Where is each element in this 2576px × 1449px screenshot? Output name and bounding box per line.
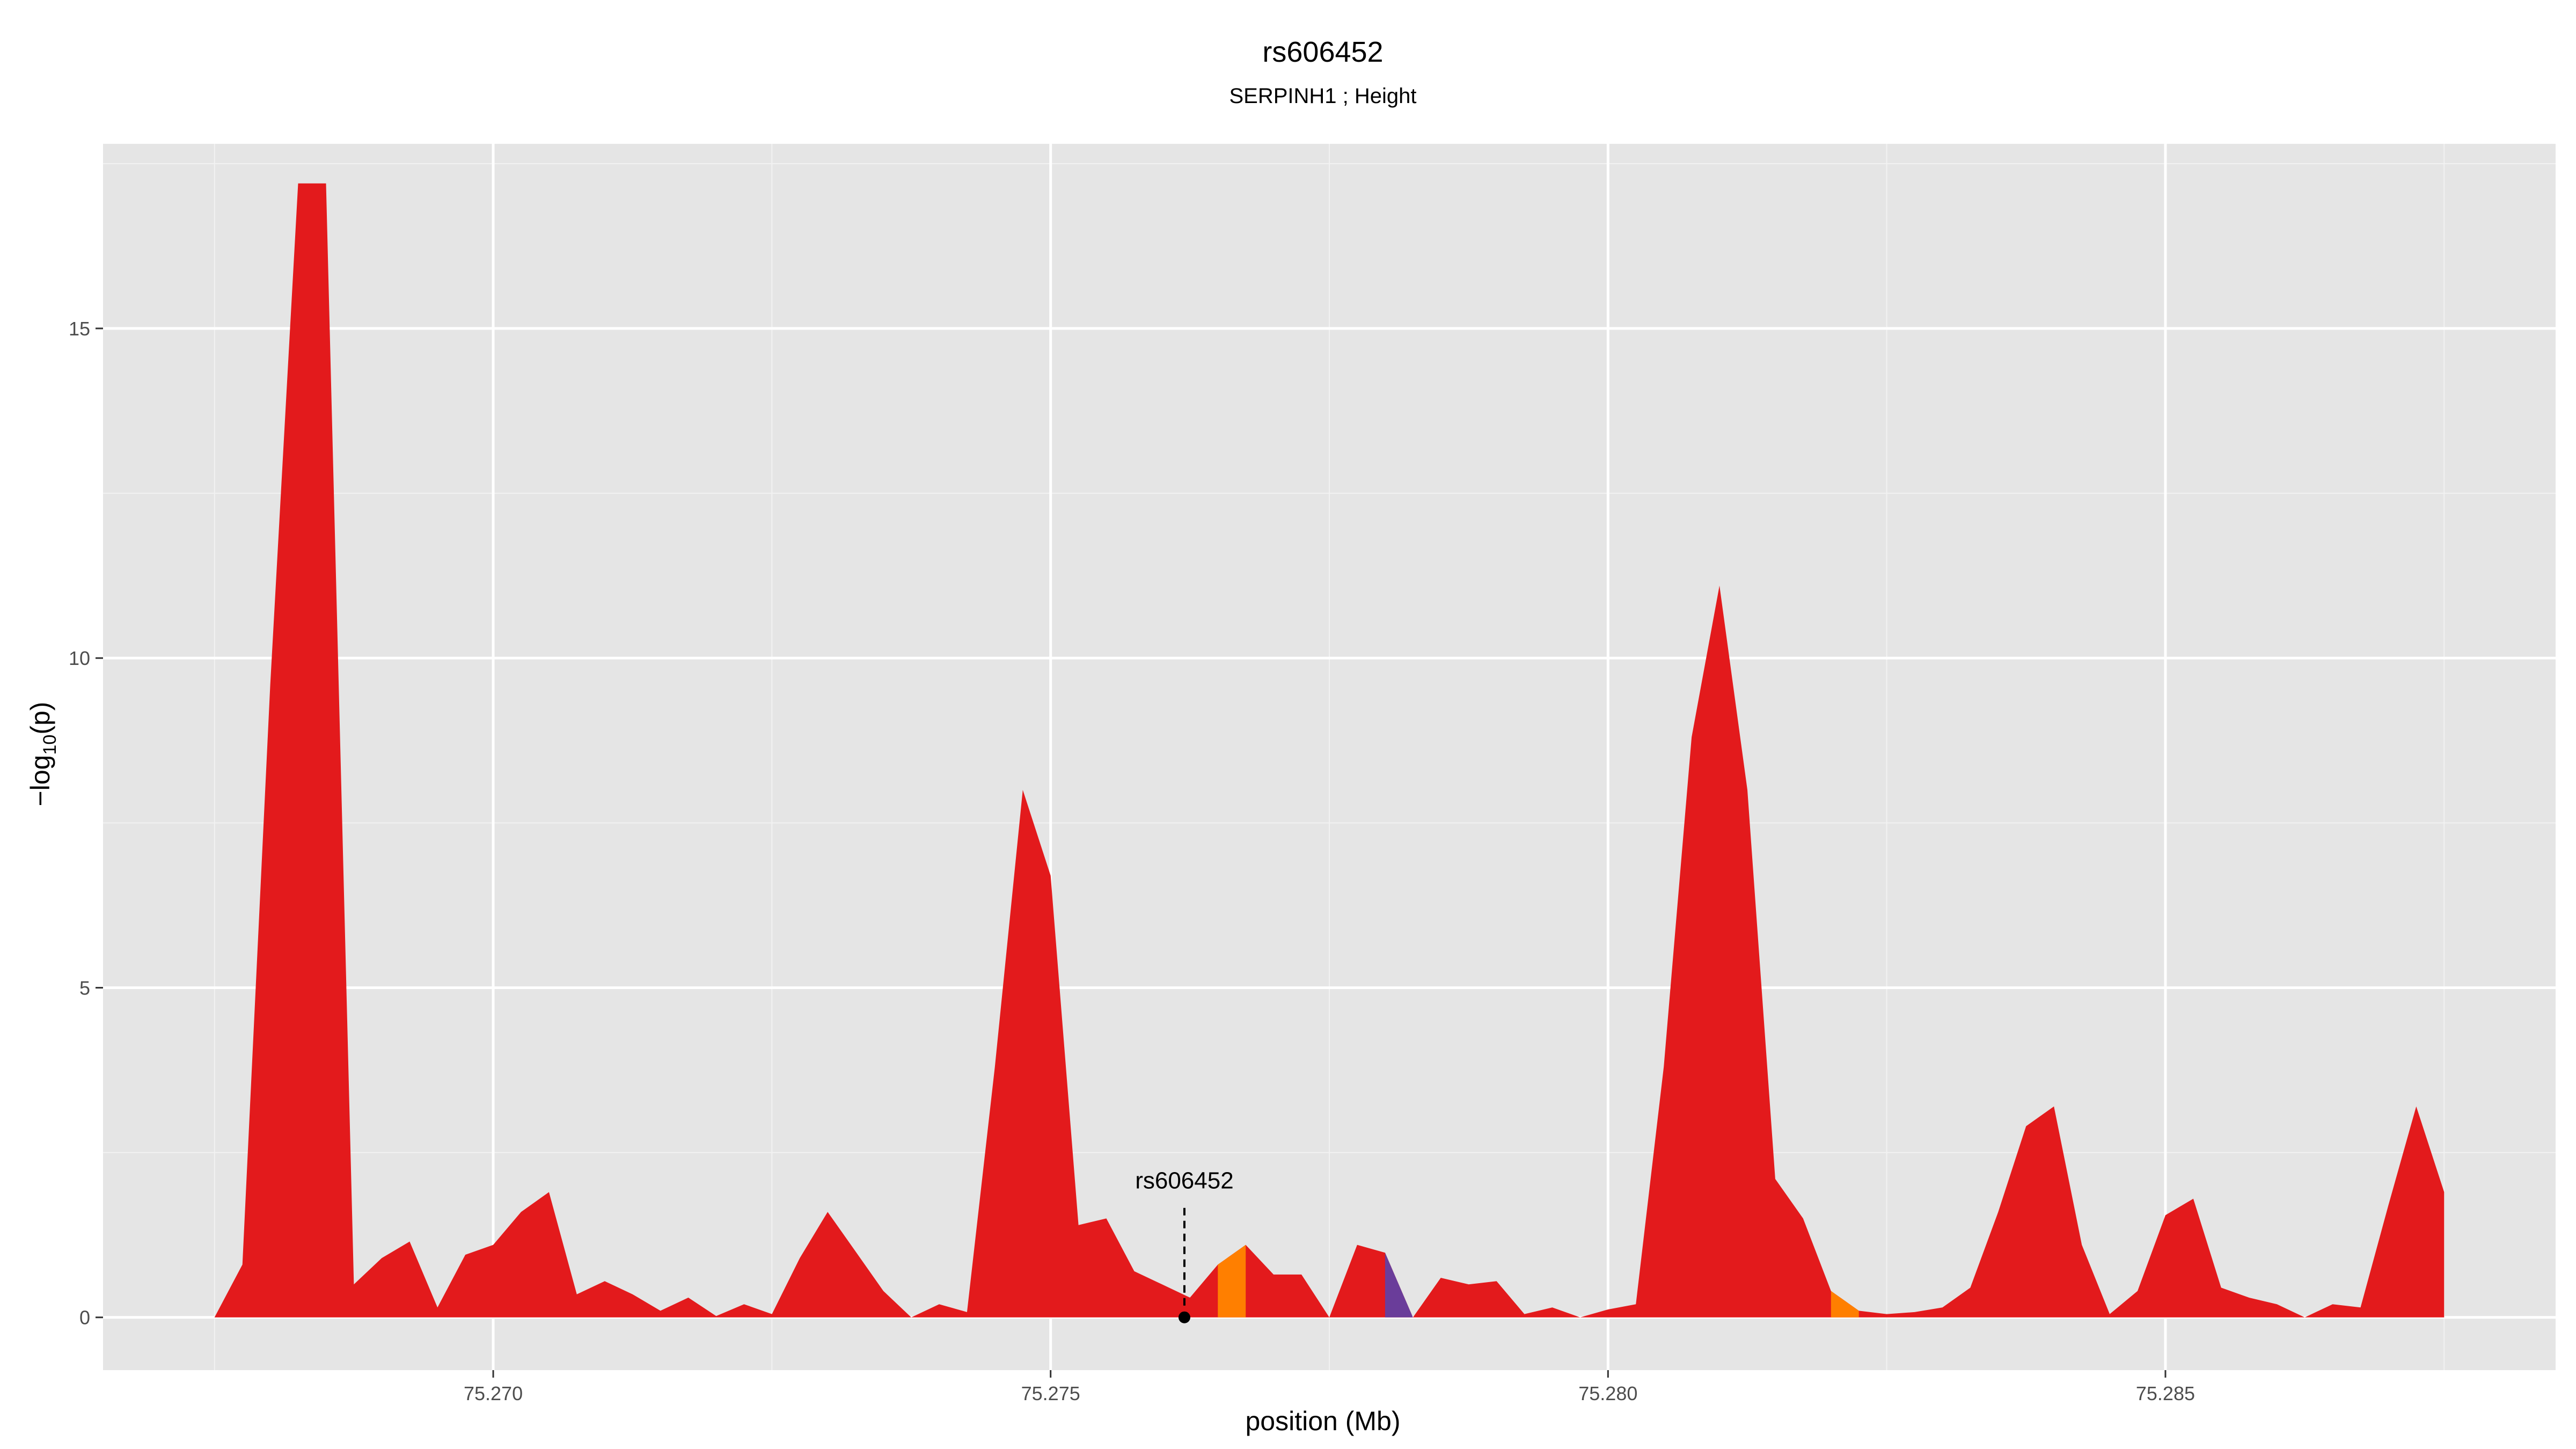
highlighted-segment — [1831, 1291, 1859, 1318]
association-area — [214, 183, 2445, 1318]
y-tick-label: 0 — [79, 1307, 90, 1329]
y-tick-label: 15 — [69, 318, 90, 340]
x-tick-label: 75.285 — [2136, 1382, 2195, 1404]
highlighted-segment — [1218, 1245, 1246, 1318]
highlighted-segment — [1385, 1253, 1413, 1318]
x-tick-label: 75.270 — [464, 1382, 523, 1404]
snp-annotation: rs606452 — [1135, 1168, 1234, 1323]
plot-panel — [103, 144, 2556, 1370]
x-axis-title: position (Mb) — [1246, 1406, 1401, 1436]
annotation-point — [1178, 1311, 1190, 1323]
annotation-label: rs606452 — [1135, 1168, 1233, 1194]
chart-title: rs606452 — [1262, 36, 1383, 68]
chart-subtitle: SERPINH1 ; Height — [1229, 84, 1416, 108]
x-tick-label: 75.275 — [1021, 1382, 1080, 1404]
y-axis: 0 5 10 15 — [69, 318, 103, 1329]
y-tick-label: 10 — [69, 647, 90, 669]
x-tick-label: 75.280 — [1578, 1382, 1637, 1404]
x-axis: 75.270 75.275 75.280 75.285 — [464, 1370, 2195, 1404]
y-tick-label: 5 — [79, 977, 90, 999]
y-axis-title: −log10(p) — [25, 702, 60, 807]
